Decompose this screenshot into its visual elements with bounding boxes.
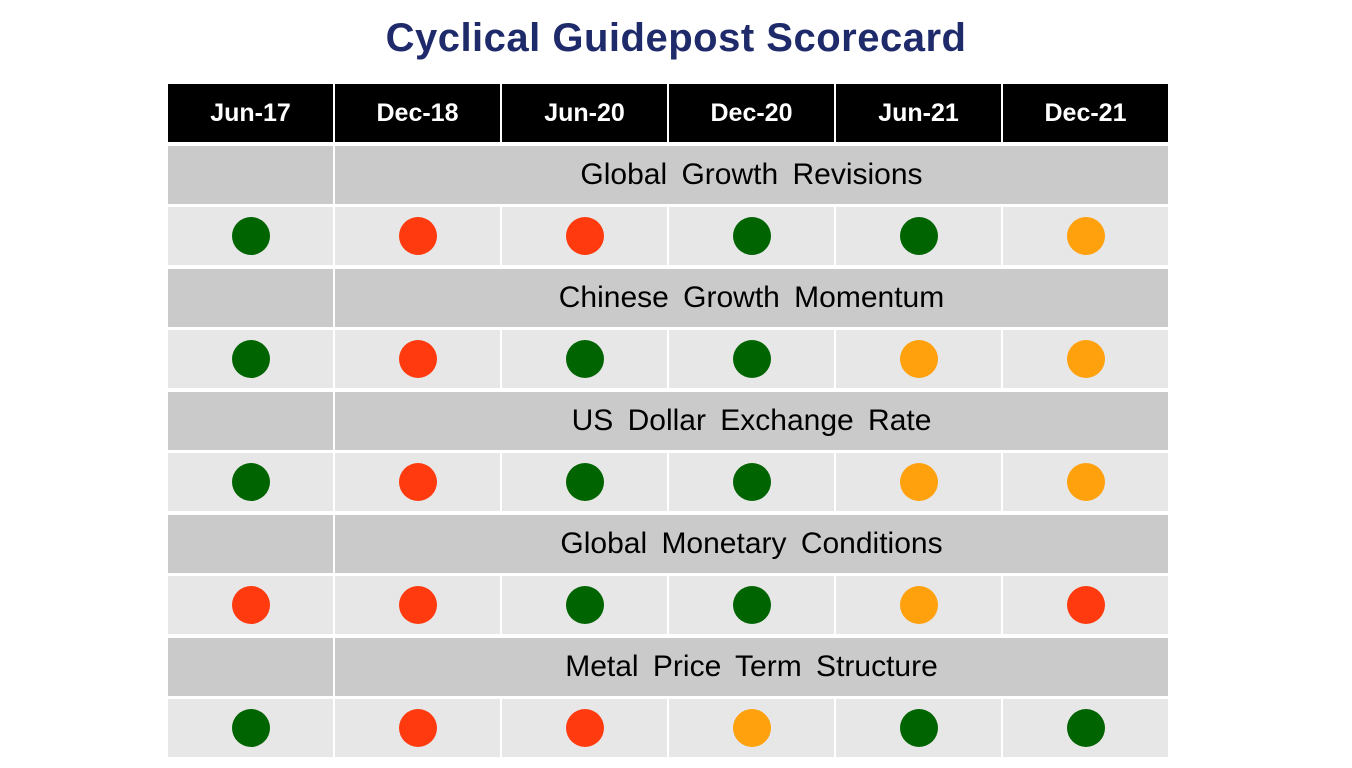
status-cell	[335, 576, 500, 634]
status-dot-green	[899, 709, 938, 747]
blank-cell	[168, 638, 333, 696]
indicator-status-row	[168, 699, 1168, 757]
status-cell	[836, 330, 1001, 388]
status-cell	[335, 453, 500, 511]
status-cell	[669, 330, 834, 388]
status-dot-orange	[899, 586, 938, 624]
blank-cell	[168, 146, 333, 204]
status-dot-orange	[1066, 463, 1105, 501]
indicator-label-row: US Dollar Exchange Rate	[168, 392, 1168, 450]
status-cell	[1003, 207, 1168, 265]
scorecard-table: Jun-17 Dec-18 Jun-20 Dec-20 Jun-21 Dec-21 Glo…	[168, 84, 1168, 757]
indicator-label: Global Growth Revisions	[335, 146, 1168, 204]
status-cell	[335, 699, 500, 757]
status-dot-green	[231, 340, 270, 378]
status-dot-green	[732, 586, 771, 624]
indicator-label: Chinese Growth Momentum	[335, 269, 1168, 327]
status-dot-orange	[1066, 340, 1105, 378]
blank-cell	[168, 269, 333, 327]
indicator-label-row: Chinese Growth Momentum	[168, 269, 1168, 327]
status-dot-green	[231, 463, 270, 501]
status-dot-orange	[732, 709, 771, 747]
status-dot-green	[565, 463, 604, 501]
indicator-label-row: Global Growth Revisions	[168, 146, 1168, 204]
indicator-status-row	[168, 453, 1168, 511]
status-cell	[335, 207, 500, 265]
status-cell	[669, 207, 834, 265]
indicator-label-row: Metal Price Term Structure	[168, 638, 1168, 696]
status-dot-orange	[899, 463, 938, 501]
blank-cell	[168, 392, 333, 450]
indicator-label: US Dollar Exchange Rate	[335, 392, 1168, 450]
period-header: Dec-20	[669, 84, 834, 142]
period-header: Dec-21	[1003, 84, 1168, 142]
status-dot-green	[565, 586, 604, 624]
status-dot-green	[565, 340, 604, 378]
status-dot-red	[398, 340, 437, 378]
status-dot-red	[565, 217, 604, 255]
status-dot-green	[732, 217, 771, 255]
status-dot-green	[231, 709, 270, 747]
status-cell	[669, 453, 834, 511]
status-dot-green	[732, 463, 771, 501]
status-dot-red	[398, 586, 437, 624]
status-cell	[836, 207, 1001, 265]
status-dot-red	[1066, 586, 1105, 624]
status-dot-red	[565, 709, 604, 747]
status-cell	[168, 699, 333, 757]
status-cell	[1003, 576, 1168, 634]
status-cell	[168, 207, 333, 265]
header-row: Jun-17 Dec-18 Jun-20 Dec-20 Jun-21 Dec-21	[168, 84, 1168, 142]
page-title: Cyclical Guidepost Scorecard	[385, 16, 967, 60]
status-dot-red	[398, 709, 437, 747]
indicator-status-row	[168, 330, 1168, 388]
status-cell	[836, 699, 1001, 757]
period-header: Jun-17	[168, 84, 333, 142]
status-dot-green	[1066, 709, 1105, 747]
status-dot-red	[231, 586, 270, 624]
status-cell	[502, 453, 667, 511]
status-cell	[669, 699, 834, 757]
status-cell	[836, 453, 1001, 511]
status-dot-red	[398, 463, 437, 501]
status-dot-green	[732, 340, 771, 378]
status-cell	[502, 207, 667, 265]
status-cell	[1003, 330, 1168, 388]
status-cell	[836, 576, 1001, 634]
indicator-label: Global Monetary Conditions	[335, 515, 1168, 573]
status-cell	[502, 576, 667, 634]
blank-cell	[168, 515, 333, 573]
status-cell	[168, 453, 333, 511]
status-cell	[1003, 453, 1168, 511]
indicator-label-row: Global Monetary Conditions	[168, 515, 1168, 573]
status-dot-orange	[1066, 217, 1105, 255]
period-header: Jun-21	[836, 84, 1001, 142]
indicator-label: Metal Price Term Structure	[335, 638, 1168, 696]
status-cell	[502, 699, 667, 757]
indicator-status-row	[168, 576, 1168, 634]
indicator-status-row	[168, 207, 1168, 265]
period-header: Dec-18	[335, 84, 500, 142]
period-header: Jun-20	[502, 84, 667, 142]
status-cell	[168, 576, 333, 634]
status-cell	[669, 576, 834, 634]
status-dot-red	[398, 217, 437, 255]
status-dot-orange	[899, 340, 938, 378]
status-dot-green	[899, 217, 938, 255]
status-cell	[335, 330, 500, 388]
status-cell	[502, 330, 667, 388]
status-cell	[168, 330, 333, 388]
status-cell	[1003, 699, 1168, 757]
status-dot-green	[231, 217, 270, 255]
